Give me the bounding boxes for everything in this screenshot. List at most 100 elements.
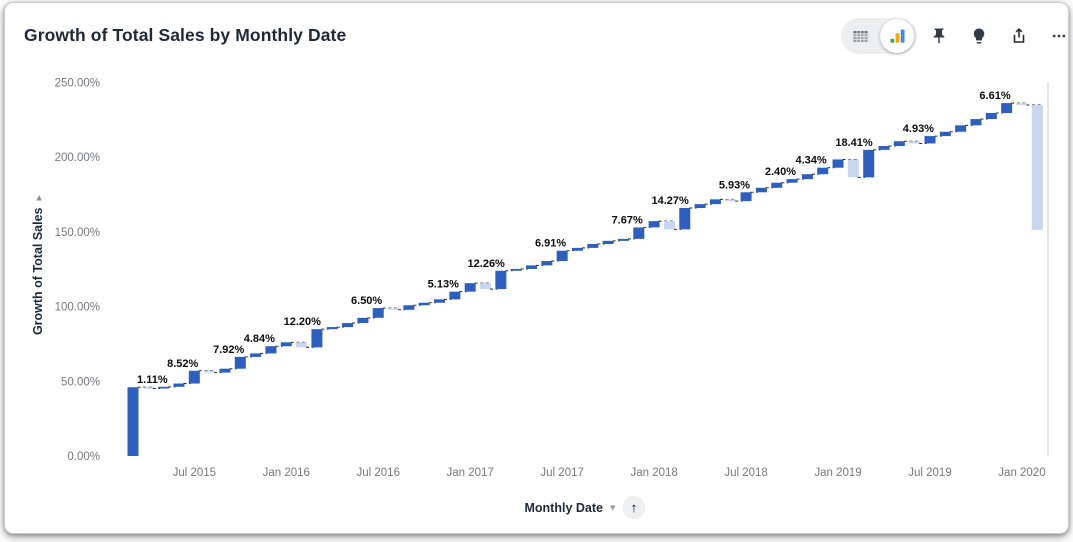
waterfall-bar[interactable] [939, 131, 951, 137]
waterfall-bar[interactable] [725, 199, 737, 202]
waterfall-bar[interactable] [679, 208, 691, 230]
y-axis-tick-label: 250.00% [55, 78, 100, 90]
waterfall-bar[interactable] [1001, 103, 1013, 113]
y-axis-title-label: Growth of Total Sales [31, 207, 45, 336]
waterfall-bar[interactable] [510, 268, 522, 271]
waterfall-bar[interactable] [878, 145, 890, 150]
bar-data-label: 4.34% [796, 155, 827, 167]
waterfall-bar[interactable] [372, 308, 384, 318]
sort-ascending-button[interactable]: ↑ [622, 496, 646, 519]
x-axis-tick-label: Jan 2020 [998, 467, 1045, 479]
waterfall-bar[interactable] [663, 221, 675, 230]
waterfall-bar[interactable] [909, 141, 921, 144]
waterfall-bar[interactable] [893, 141, 905, 146]
waterfall-bar[interactable] [188, 370, 200, 384]
waterfall-bar[interactable] [847, 159, 859, 178]
y-axis-title[interactable]: Growth of Total Sales ▸ [31, 195, 45, 335]
y-axis-tick-label: 150.00% [55, 227, 100, 239]
waterfall-bar[interactable] [403, 305, 415, 310]
bar-data-label: 6.50% [351, 295, 382, 307]
waterfall-bar[interactable] [863, 149, 875, 178]
waterfall-bar[interactable] [280, 342, 292, 347]
waterfall-bar[interactable] [127, 387, 139, 456]
bar-data-label: 7.67% [612, 214, 643, 226]
bar-data-label: 4.84% [244, 333, 275, 345]
waterfall-bar[interactable] [311, 329, 323, 348]
waterfall-bar[interactable] [617, 238, 629, 241]
bar-data-label: 1.11% [137, 374, 168, 386]
table-view-button[interactable] [841, 18, 879, 54]
waterfall-bar[interactable] [158, 386, 170, 389]
x-axis-control: Monthly Date ▾ ↑ [524, 496, 646, 519]
pin-button[interactable] [921, 18, 957, 54]
waterfall-bar[interactable] [357, 317, 369, 324]
waterfall-bar[interactable] [817, 167, 829, 175]
waterfall-bar[interactable] [388, 308, 400, 310]
bar-data-label: 2.40% [765, 166, 796, 178]
insights-button[interactable] [961, 18, 997, 54]
waterfall-bar[interactable] [173, 383, 185, 387]
bar-data-label: 12.20% [284, 316, 322, 328]
bar-data-label: 7.92% [213, 344, 244, 356]
waterfall-bar[interactable] [342, 323, 354, 328]
bar-data-label: 14.27% [651, 195, 689, 207]
waterfall-bar[interactable] [771, 182, 783, 188]
waterfall-bar[interactable] [326, 327, 338, 330]
waterfall-bar[interactable] [694, 204, 706, 209]
waterfall-bar[interactable] [526, 265, 538, 269]
y-axis-tick-label: 100.00% [55, 302, 100, 314]
waterfall-bar[interactable] [234, 356, 246, 369]
waterfall-bar[interactable] [955, 125, 967, 132]
bar-data-label: 12.26% [468, 258, 506, 270]
bar-data-label: 6.61% [979, 90, 1010, 102]
waterfall-bar[interactable] [464, 283, 476, 292]
waterfall-bar[interactable] [648, 221, 660, 228]
bar-data-label: 18.41% [835, 137, 873, 149]
waterfall-bar[interactable] [709, 199, 721, 205]
waterfall-bar[interactable] [219, 368, 231, 373]
waterfall-bar[interactable] [296, 342, 308, 348]
y-axis-tick-label: 200.00% [55, 152, 100, 164]
chart-toolbar [841, 18, 1073, 54]
waterfall-bar[interactable] [250, 353, 262, 357]
waterfall-bar[interactable] [970, 119, 982, 126]
waterfall-bar[interactable] [801, 174, 813, 180]
waterfall-bar[interactable] [587, 244, 599, 248]
waterfall-bar[interactable] [1031, 105, 1043, 230]
waterfall-bar[interactable] [449, 291, 461, 300]
waterfall-bar[interactable] [924, 136, 936, 144]
waterfall-bar[interactable] [142, 387, 154, 389]
waterfall-bar[interactable] [786, 179, 798, 183]
waterfall-bar[interactable] [602, 240, 614, 245]
waterfall-bar[interactable] [204, 370, 216, 373]
waterfall-bar[interactable] [571, 247, 583, 251]
waterfall-bar[interactable] [434, 299, 446, 303]
waterfall-bar[interactable] [265, 346, 277, 354]
waterfall-bar[interactable] [541, 261, 553, 266]
lightbulb-icon [973, 28, 985, 44]
waterfall-bar[interactable] [418, 302, 430, 306]
x-axis-tick-label: Jul 2017 [540, 467, 583, 479]
waterfall-bar[interactable] [480, 283, 492, 290]
table-grid-icon [852, 30, 868, 42]
waterfall-bar[interactable] [495, 270, 507, 290]
chevron-down-icon: ▾ [609, 502, 616, 514]
x-axis-tick-label: Jan 2017 [447, 467, 494, 479]
x-axis-tick-label: Jan 2016 [263, 467, 310, 479]
x-axis-title[interactable]: Monthly Date [524, 500, 603, 515]
y-axis-tick-label: 50.00% [61, 376, 100, 388]
waterfall-bar[interactable] [556, 250, 568, 262]
waterfall-bar[interactable] [740, 192, 752, 202]
waterfall-bar[interactable] [985, 112, 997, 120]
chart-title: Growth of Total Sales by Monthly Date [24, 25, 347, 45]
waterfall-bar[interactable] [832, 159, 844, 168]
waterfall-bar[interactable] [1016, 103, 1028, 106]
waterfall-bar[interactable] [633, 227, 645, 239]
waterfall-bar[interactable] [755, 187, 767, 193]
x-axis-tick-label: Jan 2018 [630, 467, 677, 479]
more-button[interactable] [1041, 18, 1073, 54]
share-button[interactable] [1001, 18, 1037, 54]
chart-view-button[interactable] [880, 19, 914, 53]
